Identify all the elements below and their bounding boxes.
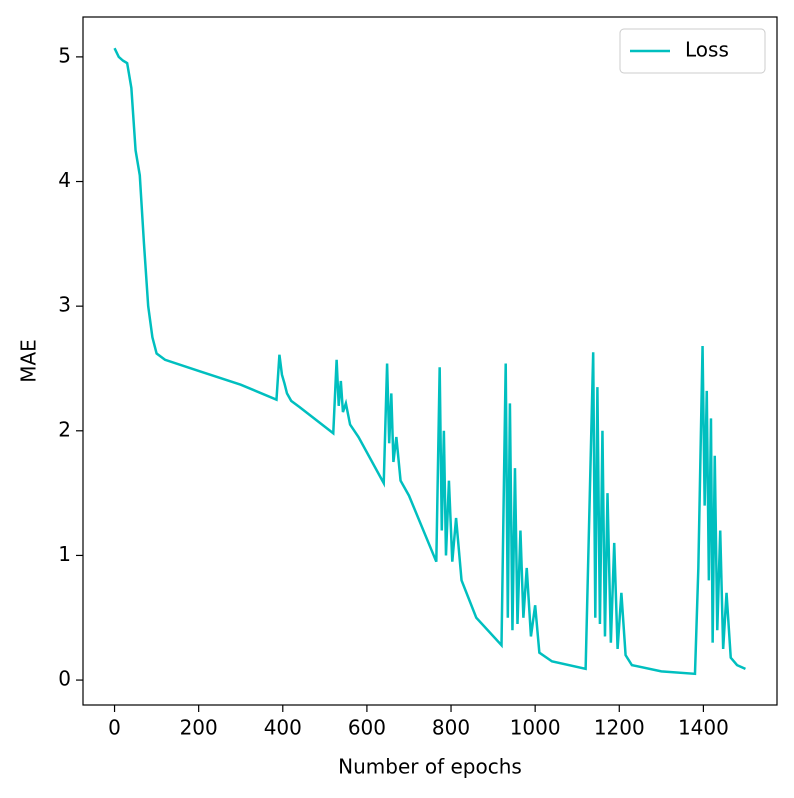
y-axis-label: MAE: [17, 339, 41, 383]
line-series: [113, 47, 746, 676]
legend-box: [619, 28, 766, 74]
x-tick-label: 1400: [678, 716, 729, 740]
x-tick-label: 400: [264, 716, 302, 740]
y-tick-label: 0: [58, 667, 71, 691]
x-tick-label: 1000: [510, 716, 561, 740]
x-tick-label: 600: [348, 716, 386, 740]
y-tick-label: 1: [58, 542, 71, 566]
x-tick-label: 0: [108, 716, 121, 740]
legend-label: Loss: [685, 38, 729, 62]
y-tick-label: 2: [58, 417, 71, 441]
x-axis-label: Number of epochs: [338, 755, 522, 779]
plot-frame: [82, 16, 778, 706]
x-tick-label: 1200: [594, 716, 645, 740]
y-tick-label: 5: [58, 43, 71, 67]
x-tick-label: 800: [432, 716, 470, 740]
y-tick-label: 3: [58, 293, 71, 317]
y-tick-label: 4: [58, 168, 71, 192]
x-tick-label: 200: [180, 716, 218, 740]
